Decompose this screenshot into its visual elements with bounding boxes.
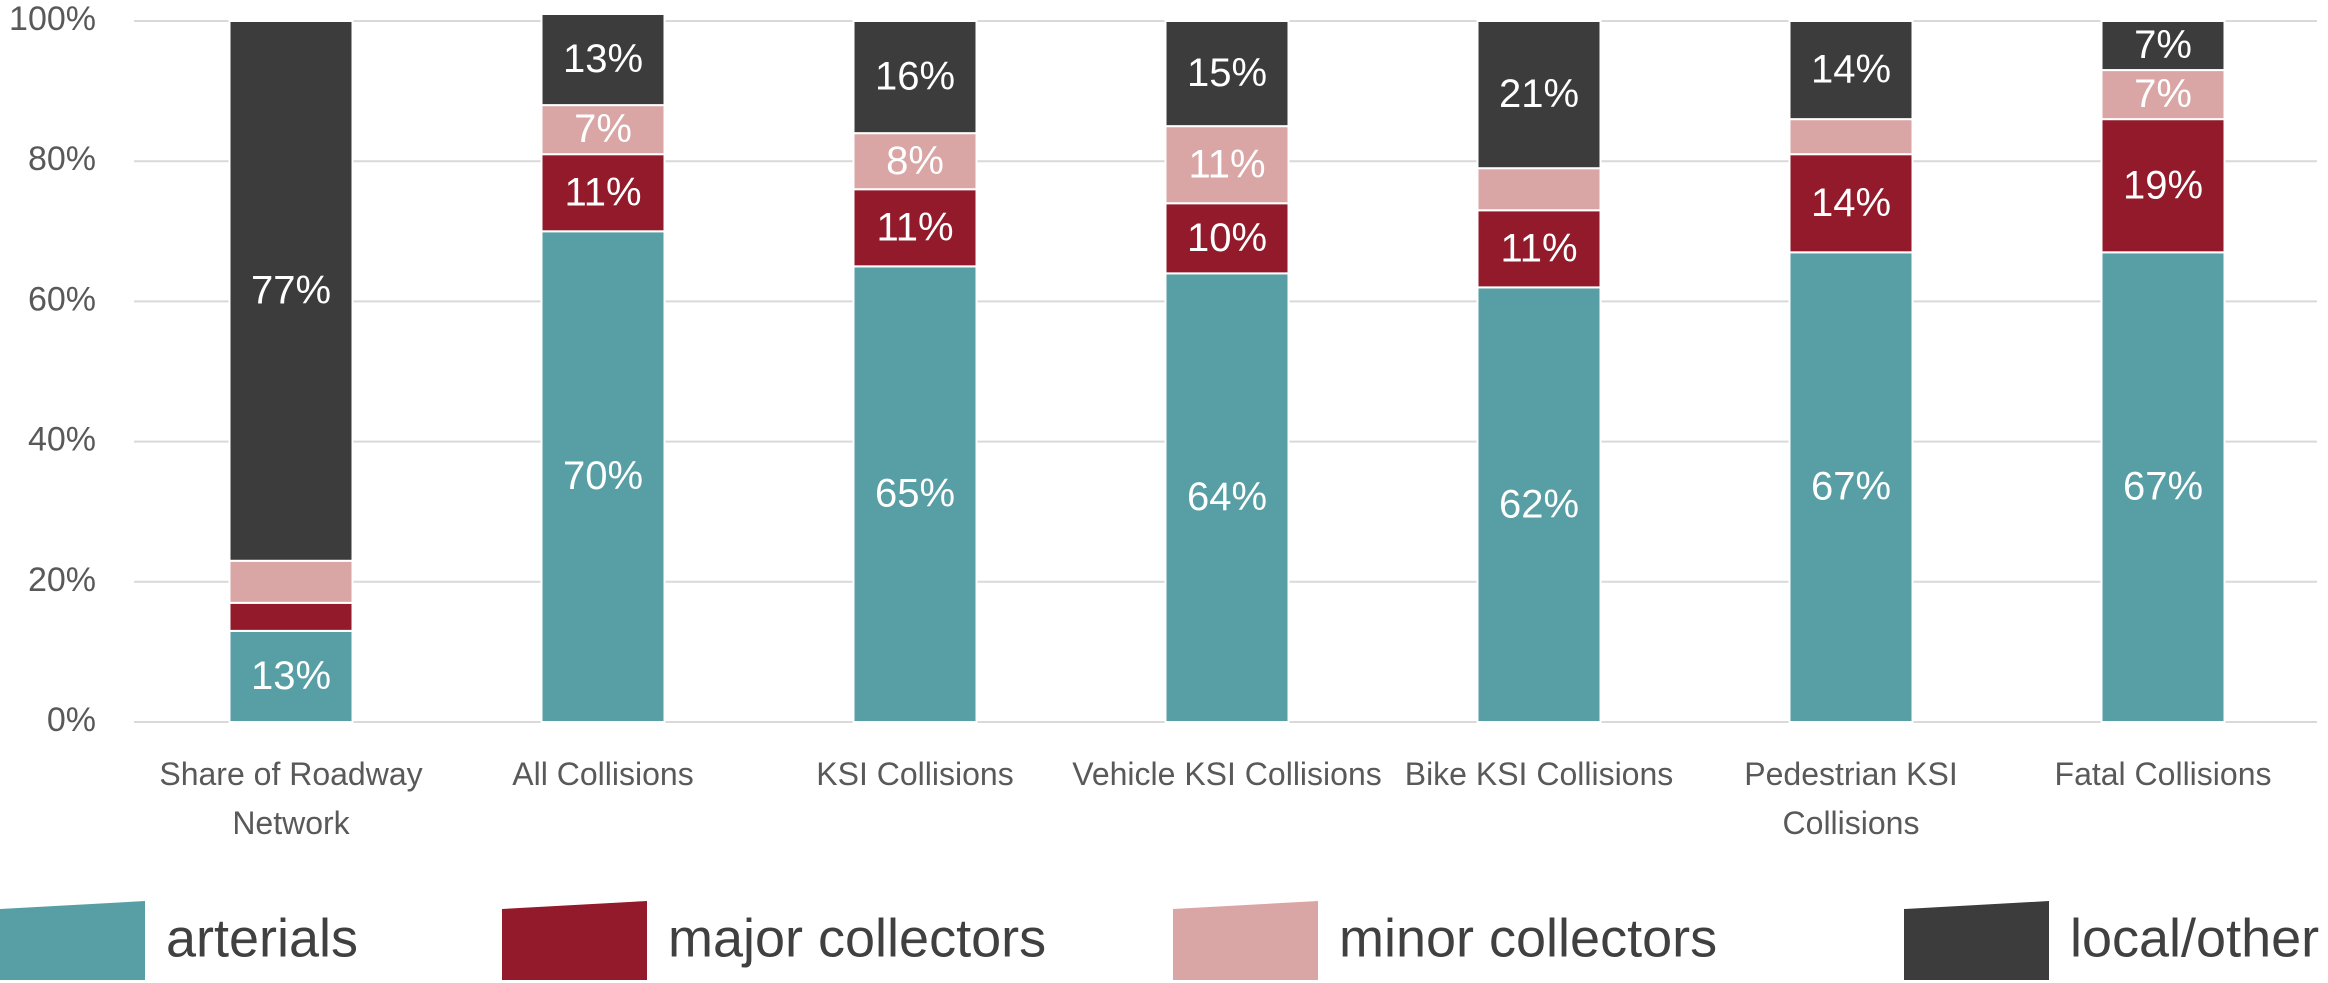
bar-segment: [1788, 251, 1914, 724]
data-label: 8%: [886, 139, 944, 183]
bar-segment: [540, 104, 666, 156]
bar-segment: [1476, 167, 1602, 212]
data-label: 11%: [564, 170, 641, 214]
data-label: 13%: [251, 654, 331, 698]
data-label: 62%: [1499, 482, 1579, 526]
x-tick-label: All Collisions: [512, 756, 694, 792]
bar-segment: [1476, 20, 1602, 170]
y-tick-label: 100%: [9, 0, 96, 38]
bar-segment: [1788, 153, 1914, 254]
data-label: 21%: [1499, 72, 1579, 116]
bar-segment: [852, 265, 978, 723]
x-tick-label: Bike KSI Collisions: [1404, 756, 1674, 792]
bar-segment: [1788, 20, 1914, 121]
bar-segment: [852, 188, 978, 268]
data-label: 14%: [1811, 181, 1891, 225]
bar-segment: [2100, 69, 2226, 121]
data-label: 7%: [574, 107, 632, 151]
data-label: 70%: [563, 454, 643, 498]
bar-segment: [540, 230, 666, 724]
data-label: 7%: [2134, 72, 2192, 116]
data-label: 67%: [2123, 465, 2203, 509]
x-tick-label: Vehicle KSI Collisions: [1072, 756, 1382, 792]
bar-segment: [1164, 20, 1290, 128]
bar-segment: [852, 132, 978, 191]
bar-segment: [2100, 251, 2226, 724]
x-tick-label: Share of Roadway Network: [159, 756, 423, 841]
legend-swatch: [0, 901, 145, 980]
y-tick-label: 40%: [28, 421, 96, 459]
y-tick-label: 60%: [28, 280, 96, 318]
data-label: 7%: [2134, 23, 2192, 67]
bar-segment: [1476, 209, 1602, 289]
y-tick-label: 0%: [47, 701, 96, 739]
data-label: 15%: [1187, 51, 1267, 95]
data-label: 10%: [1187, 216, 1267, 260]
y-tick-label: 80%: [28, 140, 96, 178]
data-label: 14%: [1811, 48, 1891, 92]
legend-swatch: [1173, 901, 1318, 980]
data-label: 16%: [875, 55, 955, 99]
data-label: 11%: [1188, 142, 1265, 186]
bar-segment: [2100, 20, 2226, 72]
x-tick-label: KSI Collisions: [816, 756, 1014, 792]
y-tick-label: 20%: [28, 561, 96, 599]
data-label: 13%: [563, 37, 643, 81]
bar-segment: [1164, 125, 1290, 205]
data-label: 67%: [1811, 465, 1891, 509]
legend-swatch: [1904, 901, 2049, 980]
legend-label: minor collectors: [1339, 908, 1717, 968]
legend-label: arterials: [166, 908, 358, 968]
bar-segment: [540, 153, 666, 233]
x-tick-label: Fatal Collisions: [2054, 756, 2272, 792]
bar-segment: [1164, 272, 1290, 723]
bar-segment: [1476, 286, 1602, 723]
legend-label: major collectors: [668, 908, 1046, 968]
data-label: 64%: [1187, 475, 1267, 519]
bar-segment: [852, 20, 978, 135]
x-tick-label: Pedestrian KSI Collisions: [1744, 756, 1958, 841]
bar-segment: [1788, 118, 1914, 156]
data-label: 11%: [876, 205, 953, 249]
bar-segment: [228, 20, 354, 562]
data-label: 11%: [1500, 226, 1577, 270]
bar-segment: [228, 559, 354, 604]
data-label: 77%: [251, 268, 331, 312]
bar-segment: [228, 629, 354, 723]
data-label: 19%: [2123, 163, 2203, 207]
legend-swatch: [502, 901, 647, 980]
legend-label: local/other: [2070, 908, 2319, 968]
bar-segment: [1164, 202, 1290, 275]
bar-segment: [540, 12, 666, 107]
data-label: 65%: [875, 472, 955, 516]
bar-segment: [2100, 118, 2226, 254]
bar-segment: [228, 601, 354, 632]
